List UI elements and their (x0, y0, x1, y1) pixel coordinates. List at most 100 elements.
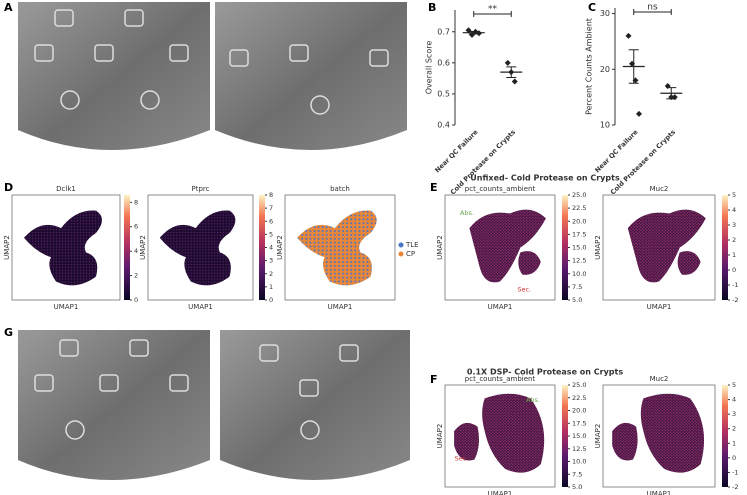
y-tick-label: 10 (600, 121, 610, 130)
legend-label: CP (406, 250, 415, 258)
significance-bracket (473, 11, 512, 17)
significance: ** (488, 5, 498, 15)
y-axis-label: UMAP2 (436, 424, 444, 449)
significance: ns (647, 3, 658, 13)
plot-title: batch (330, 185, 350, 193)
annotation: Abs. (460, 209, 474, 217)
colorbar-tick-label: 7.5 (572, 283, 582, 291)
umap-cloud (454, 393, 545, 473)
plot-title: Dclk1 (56, 185, 76, 193)
colorbar-tick-label: 6 (134, 223, 138, 231)
colorbar-tick-label: 7.5 (572, 470, 582, 478)
legend-marker (398, 251, 404, 257)
colorbar-tick-label: -1 (732, 468, 738, 476)
colorbar-tick-label: -2 (732, 483, 738, 491)
umap-cloud (469, 209, 546, 283)
x-axis-label: UMAP1 (488, 490, 513, 495)
x-axis-label: UMAP1 (488, 303, 513, 311)
panel-label: F (430, 373, 438, 386)
legend-label: TLE (405, 241, 419, 249)
point (636, 110, 642, 117)
colorbar-tick-label: 22.5 (572, 394, 586, 402)
colorbar-tick-label: 15.0 (572, 432, 586, 440)
colorbar-tick-label: 2 (134, 272, 138, 280)
colorbar-tick-label: 10.0 (572, 270, 586, 278)
panel-label: D (4, 181, 13, 194)
colorbar-tick-label: 5.0 (572, 483, 582, 491)
point (625, 32, 632, 39)
plot-title: pct_counts_ambient (465, 185, 536, 193)
colorbar-tick-label: 17.5 (572, 230, 586, 238)
colorbar (562, 195, 568, 300)
colorbar-tick-label: 0 (732, 454, 736, 462)
colorbar-tick-label: 4 (134, 247, 138, 255)
colorbar-tick-label: 5.0 (572, 296, 582, 304)
colorbar-tick-label: 8 (269, 191, 273, 199)
colorbar-tick-label: 12.5 (572, 257, 586, 265)
y-axis-label: UMAP2 (594, 424, 602, 449)
colorbar-tick-label: 4 (732, 206, 736, 214)
colorbar-tick-label: 5 (269, 230, 273, 238)
colorbar-tick-label: 2 (732, 425, 736, 433)
annotation: Abs. (526, 396, 540, 404)
image-g1 (18, 330, 210, 490)
plot-title: Muc2 (650, 185, 669, 193)
colorbar-tick-label: 7 (269, 204, 273, 212)
y-tick-label: 0.4 (437, 121, 450, 130)
significance-bracket (633, 9, 672, 15)
colorbar-tick-label: 4 (732, 396, 736, 404)
colorbar-tick-label: 0 (732, 266, 736, 274)
colorbar-tick-label: 6 (269, 217, 273, 225)
colorbar-tick-label: -1 (732, 281, 738, 289)
colorbar (722, 195, 728, 300)
colorbar-tick-label: 0 (134, 296, 138, 304)
colorbar-tick-label: 1 (732, 251, 736, 259)
colorbar-tick-label: 2 (269, 270, 273, 278)
y-axis-label: Overall Score (425, 41, 434, 95)
section-title: Unfixed- Cold Protease on Crypts (470, 174, 620, 183)
colorbar-tick-label: 3 (269, 257, 273, 265)
y-axis-label: UMAP2 (276, 235, 284, 260)
umap-cloud (627, 209, 706, 283)
point (504, 59, 511, 66)
error-bar (506, 66, 517, 78)
plot-title: pct_counts_ambient (465, 375, 536, 383)
error-bar (666, 87, 677, 100)
colorbar-tick-label: 17.5 (572, 419, 586, 427)
colorbar-tick-label: 20.0 (572, 407, 586, 415)
umap-cloud (297, 210, 377, 286)
umap-cloud (159, 210, 236, 286)
image-a2 (215, 2, 407, 162)
colorbar-tick-label: 3 (732, 221, 736, 229)
plot-title: Muc2 (650, 375, 669, 383)
wells (34, 9, 389, 440)
image-a1 (18, 2, 210, 162)
colorbar-tick-label: 8 (134, 198, 138, 206)
colorbar-tick-label: 22.5 (572, 204, 586, 212)
x-axis-label: UMAP1 (188, 303, 213, 311)
x-axis-label: UMAP1 (54, 303, 79, 311)
colorbar-tick-label: 20.0 (572, 217, 586, 225)
umap-cloud (24, 210, 102, 286)
plot-title: Ptprc (192, 185, 210, 193)
y-axis-label: UMAP2 (3, 235, 11, 260)
y-tick-label: 0.5 (437, 89, 450, 98)
colorbar-tick-label: 1 (269, 283, 273, 291)
colorbar-tick-label: 1 (732, 439, 736, 447)
colorbar (259, 195, 265, 300)
umap-cloud (612, 393, 705, 473)
microscopy-images (18, 2, 410, 490)
colorbar-tick-label: 3 (732, 410, 736, 418)
error-bar (628, 49, 639, 84)
panel-label: B (428, 1, 436, 14)
legend-marker (398, 242, 404, 248)
colorbar-tick-label: 5 (732, 191, 736, 199)
y-tick-label: 20 (600, 65, 610, 74)
x-axis-label: UMAP1 (328, 303, 353, 311)
y-tick-label: 30 (600, 9, 610, 18)
colorbar (562, 385, 568, 487)
colorbar-tick-label: 10.0 (572, 458, 586, 466)
y-tick-label: 0.7 (437, 27, 450, 36)
y-axis-label: UMAP2 (139, 235, 147, 260)
